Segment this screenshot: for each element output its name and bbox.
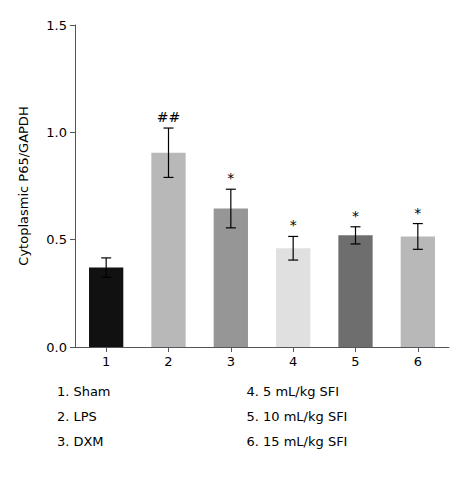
svg-text:Cytoplasmic P65/GAPDH: Cytoplasmic P65/GAPDH [16,106,31,265]
svg-text:*: * [414,205,421,221]
svg-text:3. DXM: 3. DXM [57,434,104,449]
svg-text:##: ## [157,109,180,125]
svg-text:5: 5 [351,354,359,369]
svg-text:*: * [352,208,359,224]
svg-text:3: 3 [227,354,235,369]
svg-text:1. Sham: 1. Sham [57,384,111,399]
svg-text:*: * [290,217,297,233]
svg-text:1.0: 1.0 [46,125,67,140]
svg-text:6: 6 [414,354,422,369]
svg-text:4. 5 mL/kg SFI: 4. 5 mL/kg SFI [246,384,339,399]
svg-text:5. 10 mL/kg SFI: 5. 10 mL/kg SFI [246,409,347,424]
svg-text:2: 2 [164,354,172,369]
svg-text:1: 1 [102,354,110,369]
svg-text:*: * [227,170,234,186]
svg-text:1.5: 1.5 [46,18,67,33]
svg-text:2. LPS: 2. LPS [57,409,97,424]
svg-text:6. 15 mL/kg SFI: 6. 15 mL/kg SFI [246,434,347,449]
svg-text:0.0: 0.0 [46,340,67,355]
svg-text:4: 4 [289,354,297,369]
svg-text:0.5: 0.5 [46,232,67,247]
